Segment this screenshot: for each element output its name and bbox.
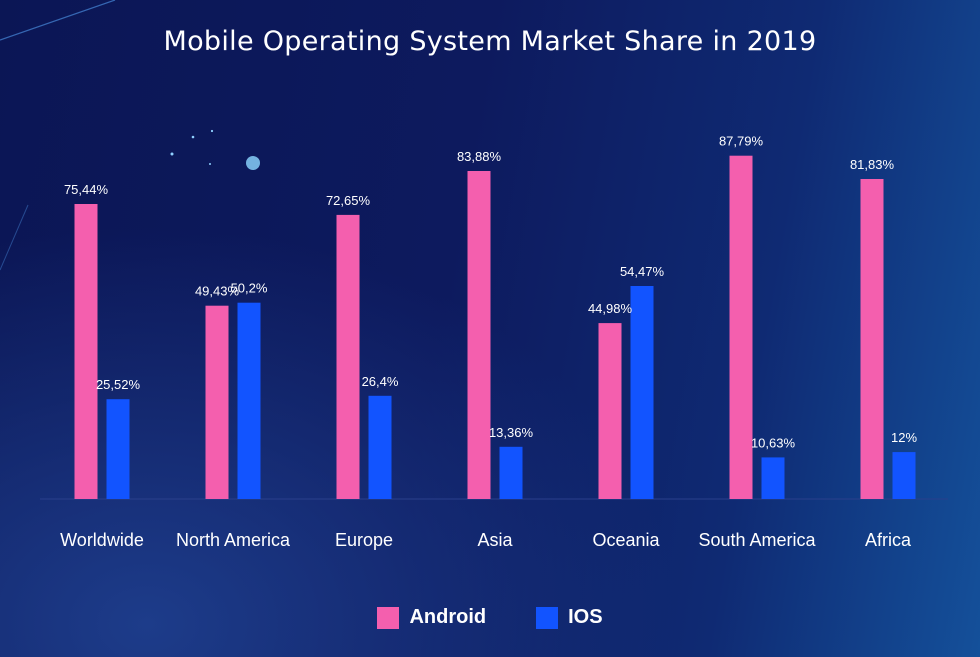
legend-item-android: Android bbox=[377, 606, 486, 629]
chart-title: Mobile Operating System Market Share in … bbox=[163, 26, 817, 57]
legend-label-ios: IOS bbox=[568, 606, 603, 628]
bar-ios-europe bbox=[368, 395, 392, 499]
category-label-north-america: North America bbox=[176, 530, 291, 550]
decoration-stars bbox=[0, 0, 260, 271]
value-label-android-north-america: 49,43% bbox=[195, 284, 240, 299]
legend-swatch-ios bbox=[536, 606, 559, 629]
bar-android-oceania bbox=[598, 323, 622, 499]
category-label-south-america: South America bbox=[698, 530, 816, 550]
value-label-ios-north-america: 50,2% bbox=[231, 281, 268, 296]
value-label-ios-asia: 13,36% bbox=[489, 425, 534, 440]
value-label-android-africa: 81,83% bbox=[850, 157, 895, 172]
category-labels-group: Worldwide North America Europe Asia Oceania S… bbox=[60, 530, 912, 550]
bar-android-worldwide bbox=[74, 204, 98, 499]
value-labels-group: 75,44% 25,52% 49,43%50,2% 72,65% 26,4% 83,88%… bbox=[64, 134, 917, 451]
value-label-ios-worldwide: 25,52% bbox=[96, 377, 141, 392]
category-label-africa: Africa bbox=[865, 530, 912, 550]
value-label-android-europe: 72,65% bbox=[326, 193, 371, 208]
bar-android-south-america bbox=[729, 155, 753, 499]
category-label-asia: Asia bbox=[477, 530, 513, 550]
bar-ios-oceania bbox=[630, 286, 654, 499]
category-label-europe: Europe bbox=[335, 530, 393, 550]
value-label-ios-europe: 26,4% bbox=[362, 374, 399, 389]
bar-android-north-america bbox=[205, 305, 229, 499]
value-label-android-worldwide: 75,44% bbox=[64, 182, 109, 197]
value-label-ios-oceania: 54,47% bbox=[620, 264, 665, 279]
bar-ios-asia bbox=[499, 446, 523, 499]
legend: Android IOS bbox=[0, 606, 980, 629]
value-label-ios-south-america: 10,63% bbox=[751, 435, 796, 450]
value-label-android-south-america: 87,79% bbox=[719, 134, 764, 149]
value-label-android-asia: 83,88% bbox=[457, 149, 502, 164]
legend-label-android: Android bbox=[409, 606, 487, 628]
legend-swatch-android bbox=[377, 606, 400, 629]
value-label-android-oceania: 44,98% bbox=[588, 301, 633, 316]
bar-android-africa bbox=[860, 179, 884, 499]
bar-android-asia bbox=[467, 171, 491, 499]
category-label-worldwide: Worldwide bbox=[60, 530, 144, 550]
bars-group bbox=[74, 155, 916, 499]
category-label-oceania: Oceania bbox=[592, 530, 660, 550]
bar-ios-worldwide bbox=[106, 399, 130, 499]
value-label-ios-africa: 12% bbox=[891, 430, 917, 445]
bar-ios-north-america bbox=[237, 302, 261, 499]
legend-item-ios: IOS bbox=[536, 606, 603, 629]
bar-android-europe bbox=[336, 214, 360, 499]
bar-ios-africa bbox=[892, 452, 916, 499]
bar-ios-south-america bbox=[761, 457, 785, 499]
